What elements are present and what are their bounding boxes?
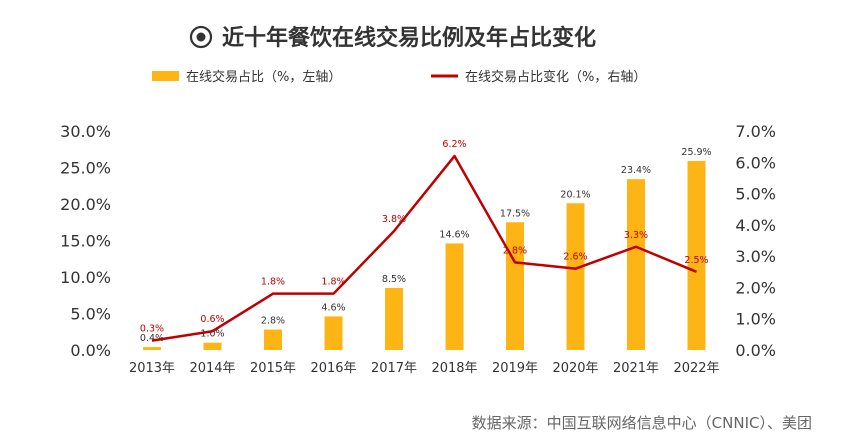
right-tick-label: 7.0% — [735, 122, 776, 141]
bar — [627, 179, 645, 350]
line-labels: 0.3% 0.6% 1.8% 1.8% 3.8% 6.2% 2.8% 2.6% 3.3% 2.5% — [140, 139, 709, 335]
bar-value-label: 4.6% — [321, 302, 345, 313]
left-tick-label: 25.0% — [60, 159, 111, 178]
line-value-label: 3.8% — [382, 214, 406, 225]
x-tick-label: 2017年 — [371, 361, 417, 376]
bar-value-label: 14.6% — [439, 229, 469, 240]
legend-bar-label: 在线交易占比（%，左轴） — [186, 69, 341, 85]
bar-value-label: 2.8% — [261, 316, 285, 327]
bar — [566, 203, 585, 350]
legend-bar-swatch — [152, 71, 179, 81]
x-tick-label: 2021年 — [613, 361, 659, 376]
bar — [385, 287, 403, 350]
bar — [264, 329, 282, 350]
bar — [506, 222, 524, 350]
line-value-label: 2.5% — [684, 255, 708, 266]
line-value-label: 0.3% — [140, 324, 164, 335]
bar-value-label: 23.4% — [621, 165, 651, 176]
bar — [445, 243, 464, 350]
line-value-label: 1.8% — [321, 277, 345, 288]
right-tick-label: 0.0% — [735, 341, 776, 360]
x-tick-label: 2015年 — [250, 361, 296, 376]
right-tick-label: 3.0% — [735, 247, 776, 266]
left-tick-label: 5.0% — [70, 305, 111, 324]
left-tick-label: 15.0% — [60, 232, 111, 251]
x-tick-label: 2019年 — [492, 361, 538, 376]
bar-value-label: 25.9% — [681, 147, 711, 158]
right-tick-label: 2.0% — [735, 278, 776, 297]
bar-labels: 0.4% 1.0% 2.8% 4.6% 8.5% 14.6% 17.5% 20.1% 23.4%… — [140, 147, 712, 344]
line-value-label: 3.3% — [624, 230, 648, 241]
line-series — [151, 154, 697, 342]
left-tick-label: 30.0% — [60, 122, 111, 141]
bar-value-label: 20.1% — [560, 189, 590, 200]
right-tick-label: 5.0% — [735, 185, 776, 204]
line-value-label: 1.8% — [261, 277, 285, 288]
bar — [324, 316, 343, 350]
right-tick-label: 6.0% — [735, 153, 776, 172]
bar-value-label: 1.0% — [200, 329, 224, 340]
line-value-label: 6.2% — [442, 139, 466, 150]
line-value-label: 0.6% — [200, 314, 224, 325]
left-tick-label: 0.0% — [70, 341, 111, 360]
bar — [687, 160, 706, 350]
bar-value-label: 0.4% — [140, 333, 164, 344]
x-tick-label: 2020年 — [552, 361, 598, 376]
right-tick-label: 4.0% — [735, 216, 776, 235]
bar — [203, 342, 222, 350]
x-axis: 2013年 2014年 2015年 2016年 2017年 2018年 2019年 2020年… — [129, 361, 720, 376]
line-value-label: 2.8% — [503, 245, 527, 256]
right-axis: 0.0% 1.0% 2.0% 3.0% 4.0% 5.0% 6.0% 7.0% — [735, 122, 776, 360]
x-tick-label: 2016年 — [310, 361, 356, 376]
legend-line-label: 在线交易占比变化（%，右轴） — [465, 69, 646, 85]
x-tick-label: 2014年 — [189, 361, 235, 376]
x-tick-label: 2022年 — [673, 361, 719, 376]
x-tick-label: 2018年 — [431, 361, 477, 376]
title-target-icon — [189, 25, 213, 49]
source-note: 数据来源：中国互联网络信息中心（CNNIC）、美团 — [472, 414, 812, 432]
x-tick-label: 2013年 — [129, 361, 175, 376]
chart-title: 近十年餐饮在线交易比例及年占比变化 — [222, 25, 596, 51]
left-tick-label: 20.0% — [60, 195, 111, 214]
bar — [143, 347, 161, 350]
right-tick-label: 1.0% — [735, 310, 776, 329]
line-value-label: 2.6% — [563, 252, 587, 263]
bar-value-label: 17.5% — [500, 208, 530, 219]
bar-value-label: 8.5% — [382, 274, 406, 285]
left-tick-label: 10.0% — [60, 268, 111, 287]
left-axis: 0.0% 5.0% 10.0% 15.0% 20.0% 25.0% 30.0% — [60, 122, 111, 360]
